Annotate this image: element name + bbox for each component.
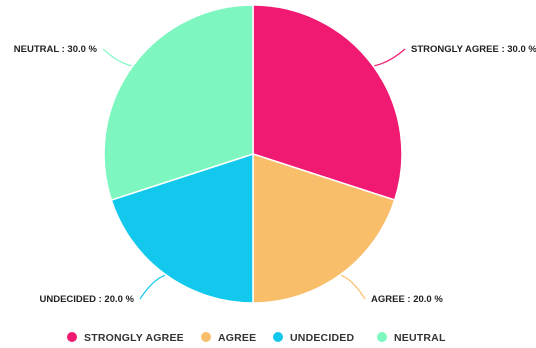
slice-label-agree: AGREE : 20.0 % bbox=[371, 294, 443, 305]
slice-label-undecided: UNDECIDED : 20.0 % bbox=[40, 294, 135, 305]
slices-layer bbox=[103, 4, 403, 304]
legend-label-undecided: UNDECIDED bbox=[290, 332, 354, 344]
pie-slice-agree bbox=[252, 152, 396, 304]
legend-label-agree: AGREE bbox=[218, 332, 256, 344]
legend-swatch-strongly-agree bbox=[67, 332, 77, 342]
legend-item-undecided: UNDECIDED bbox=[273, 332, 354, 344]
legend-item-agree: AGREE bbox=[201, 332, 256, 344]
legend: STRONGLY AGREE AGREE UNDECIDED NEUTRAL bbox=[67, 332, 446, 344]
slice-labels: STRONGLY AGREE : 30.0 % AGREE : 20.0 % UND… bbox=[14, 44, 536, 305]
leader-lines bbox=[102, 48, 406, 300]
legend-swatch-neutral bbox=[377, 332, 387, 342]
legend-label-strongly-agree: STRONGLY AGREE bbox=[84, 332, 184, 344]
pie-slice-strongly-agree bbox=[252, 4, 403, 201]
leader-line-agree bbox=[340, 274, 366, 300]
leader-line-strongly-agree bbox=[374, 48, 406, 67]
slice-label-neutral: NEUTRAL : 30.0 % bbox=[14, 44, 98, 55]
legend-swatch-undecided bbox=[273, 332, 283, 342]
legend-swatch-agree bbox=[201, 332, 211, 342]
legend-label-neutral: NEUTRAL bbox=[394, 332, 446, 344]
leader-line-neutral bbox=[102, 48, 132, 67]
legend-item-strongly-agree: STRONGLY AGREE bbox=[67, 332, 184, 344]
pie-slice-neutral bbox=[103, 4, 254, 201]
leader-line-undecided bbox=[139, 274, 166, 300]
slice-label-strongly-agree: STRONGLY AGREE : 30.0 % bbox=[411, 44, 536, 55]
pie-slice-undecided bbox=[110, 152, 254, 304]
legend-item-neutral: NEUTRAL bbox=[377, 332, 446, 344]
